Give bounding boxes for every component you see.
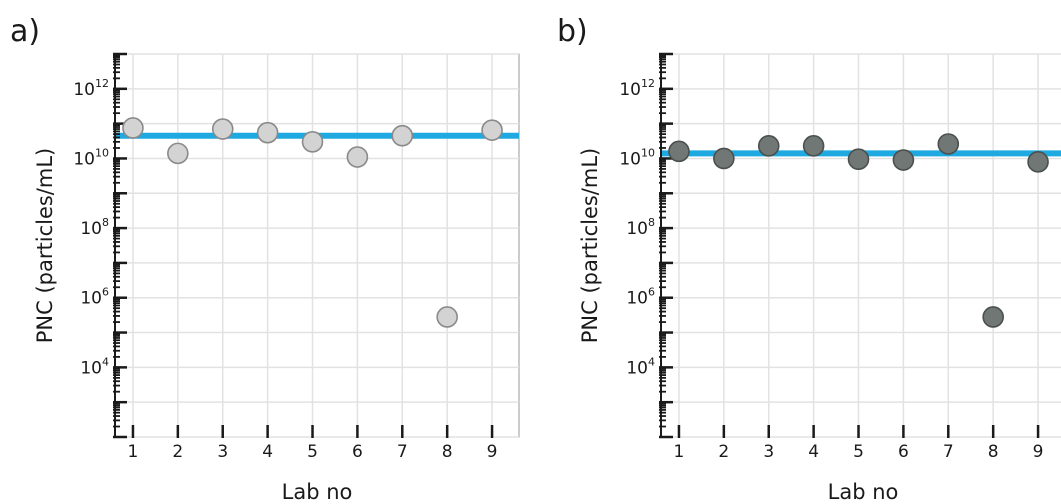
y-tick-exponent: 8 [648, 216, 655, 229]
y-tick-base: 10 [80, 289, 102, 309]
y-tick-exponent: 4 [648, 355, 655, 368]
data-point [211, 118, 234, 140]
x-tick-label: 2 [172, 442, 183, 462]
data-point [802, 135, 825, 157]
y-tick-exponent: 6 [648, 286, 655, 299]
plot-area [660, 53, 1061, 438]
y-tick-exponent: 10 [641, 146, 655, 159]
data-point [757, 135, 780, 157]
data-point [256, 121, 279, 144]
y-tick-label: 106 [80, 286, 109, 309]
y-tick-label: 108 [626, 216, 655, 239]
y-tick-label: 1012 [73, 77, 109, 100]
data-points [668, 133, 1049, 328]
x-tick-label: 8 [988, 442, 999, 462]
chart-panel-a: a) 1012 1010 108 106 104 1 2 3 4 5 6 7 8 9 Lab no PNC (… [0, 0, 530, 504]
x-axis-title: Lab no [828, 480, 899, 504]
y-tick-label: 108 [80, 216, 109, 239]
data-point [167, 142, 189, 165]
data-point [713, 147, 735, 170]
x-tick-label: 4 [262, 442, 273, 462]
y-tick-base: 10 [626, 358, 648, 378]
x-tick-label: 1 [674, 442, 685, 462]
data-point [122, 117, 144, 139]
data-point [892, 149, 915, 171]
x-tick-label: 3 [217, 442, 228, 462]
x-tick-label: 4 [808, 442, 819, 462]
x-tick-label: 8 [442, 442, 453, 462]
x-axis: 1 2 3 4 5 6 7 8 9 [128, 425, 498, 462]
x-tick-label: 2 [718, 442, 729, 462]
data-point [668, 140, 690, 163]
data-point [436, 306, 458, 328]
data-point [982, 306, 1004, 328]
y-tick-base: 10 [626, 289, 648, 309]
data-point [847, 148, 870, 171]
y-tick-exponent: 12 [641, 77, 655, 90]
y-tick-base: 10 [73, 149, 95, 169]
y-tick-exponent: 10 [95, 146, 109, 159]
panel-label: b) [557, 14, 588, 49]
y-tick-label: 1010 [73, 146, 109, 169]
data-point [391, 124, 414, 147]
y-axis [659, 52, 673, 439]
y-tick-label: 104 [626, 355, 655, 378]
data-point [346, 146, 369, 168]
y-tick-exponent: 6 [102, 286, 109, 299]
y-tick-label: 1010 [619, 146, 655, 169]
data-point [937, 133, 960, 155]
plot-area [114, 53, 520, 438]
x-axis-title: Lab no [282, 480, 353, 504]
x-tick-label: 7 [397, 442, 408, 462]
x-tick-label: 9 [1033, 442, 1044, 462]
gridlines [661, 53, 1061, 438]
y-axis-title: PNC (particles/mL) [578, 148, 602, 343]
x-tick-label: 9 [487, 442, 498, 462]
y-tick-exponent: 12 [95, 77, 109, 90]
y-tick-base: 10 [619, 149, 641, 169]
x-tick-label: 7 [943, 442, 954, 462]
x-tick-label: 3 [763, 442, 774, 462]
y-tick-base: 10 [619, 80, 641, 100]
y-tick-exponent: 8 [102, 216, 109, 229]
y-tick-base: 10 [80, 358, 102, 378]
data-points [122, 117, 503, 328]
data-point [481, 119, 503, 141]
y-tick-base: 10 [80, 219, 102, 239]
x-tick-label: 6 [898, 442, 909, 462]
y-axis-title: PNC (particles/mL) [33, 148, 57, 343]
y-axis [113, 52, 127, 439]
data-point [1027, 151, 1049, 173]
chart-panel-b: b) 1012 1010 108 106 104 1 2 3 4 5 6 7 8 9 Lab no PNC (… [545, 0, 1061, 504]
data-point [301, 131, 324, 153]
y-tick-label: 104 [80, 355, 109, 378]
y-tick-base: 10 [73, 80, 95, 100]
x-tick-label: 5 [853, 442, 864, 462]
y-tick-base: 10 [626, 219, 648, 239]
panel-label: a) [10, 14, 41, 49]
y-tick-label: 1012 [619, 77, 655, 100]
y-tick-exponent: 4 [102, 355, 109, 368]
x-axis: 1 2 3 4 5 6 7 8 9 [674, 425, 1044, 462]
x-tick-label: 1 [128, 442, 139, 462]
y-tick-label: 106 [626, 286, 655, 309]
x-tick-label: 5 [307, 442, 318, 462]
x-tick-label: 6 [352, 442, 363, 462]
